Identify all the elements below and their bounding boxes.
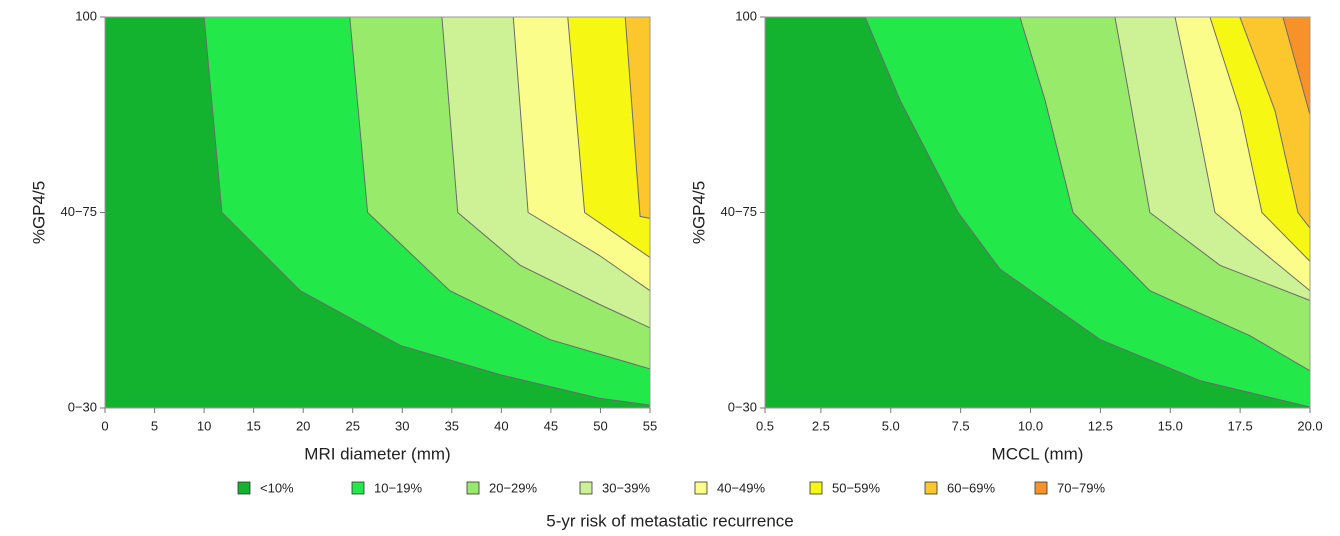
x-tick-label: 15 bbox=[246, 418, 260, 433]
y-tick-label: 100 bbox=[735, 8, 757, 23]
legend-title: 5-yr risk of metastatic recurrence bbox=[546, 511, 794, 530]
contour-line bbox=[203, 16, 651, 406]
x-tick-label: 0 bbox=[101, 418, 108, 433]
contour-line bbox=[349, 16, 651, 370]
contour-line bbox=[624, 16, 651, 219]
y-axis-title: %GP4/5 bbox=[29, 181, 48, 244]
y-tick-label: 40−75 bbox=[720, 204, 757, 219]
x-tick-label: 30 bbox=[395, 418, 409, 433]
x-tick-label: 55 bbox=[643, 418, 657, 433]
contour-line bbox=[567, 16, 651, 258]
contour-line bbox=[864, 16, 1311, 408]
legend-label: 70−79% bbox=[1057, 480, 1106, 495]
legend-swatch bbox=[694, 481, 708, 495]
x-tick-label: 35 bbox=[445, 418, 459, 433]
legend-label: 20−29% bbox=[489, 480, 538, 495]
contour-line bbox=[1114, 16, 1311, 301]
legend-swatch bbox=[351, 481, 365, 495]
legend-label: <10% bbox=[260, 480, 294, 495]
x-tick-label: 25 bbox=[345, 418, 359, 433]
contour-line bbox=[1282, 16, 1311, 115]
legend-label: 10−19% bbox=[374, 480, 423, 495]
x-tick-label: 0.5 bbox=[756, 418, 774, 433]
legend-swatch bbox=[237, 481, 251, 495]
x-tick-label: 20 bbox=[296, 418, 310, 433]
contour-line bbox=[441, 16, 651, 329]
x-tick-label: 45 bbox=[544, 418, 558, 433]
contour-line bbox=[512, 16, 651, 292]
contour-line bbox=[1209, 16, 1311, 262]
y-axis-title: %GP4/5 bbox=[689, 181, 708, 244]
x-tick-label: 5.0 bbox=[882, 418, 900, 433]
x-tick-label: 5 bbox=[151, 418, 158, 433]
contour-fill bbox=[105, 17, 650, 408]
x-tick-label: 50 bbox=[593, 418, 607, 433]
x-tick-label: 17.5 bbox=[1227, 418, 1252, 433]
legend-swatch bbox=[1034, 481, 1048, 495]
x-tick-label: 12.5 bbox=[1088, 418, 1113, 433]
contour-line bbox=[1239, 16, 1311, 229]
legend-label: 50−59% bbox=[832, 480, 881, 495]
legend-swatch bbox=[924, 481, 938, 495]
x-tick-label: 40 bbox=[494, 418, 508, 433]
y-tick-label: 0−30 bbox=[68, 399, 97, 414]
x-axis-title: MRI diameter (mm) bbox=[304, 444, 450, 463]
y-tick-label: 100 bbox=[75, 8, 97, 23]
x-tick-label: 10.0 bbox=[1018, 418, 1043, 433]
legend-swatch bbox=[466, 481, 480, 495]
x-tick-label: 20.0 bbox=[1297, 418, 1322, 433]
x-tick-label: 15.0 bbox=[1158, 418, 1183, 433]
x-tick-label: 7.5 bbox=[952, 418, 970, 433]
contour-fill bbox=[765, 17, 1310, 408]
x-tick-label: 2.5 bbox=[812, 418, 830, 433]
legend-label: 30−39% bbox=[602, 480, 651, 495]
y-tick-label: 40−75 bbox=[60, 204, 97, 219]
legend-swatch bbox=[809, 481, 823, 495]
x-tick-label: 10 bbox=[197, 418, 211, 433]
legend-swatch bbox=[579, 481, 593, 495]
y-tick-label: 0−30 bbox=[728, 399, 757, 414]
legend-label: 60−69% bbox=[947, 480, 996, 495]
contour-line bbox=[1019, 16, 1311, 372]
contour-line bbox=[1174, 16, 1311, 292]
x-axis-title: MCCL (mm) bbox=[992, 444, 1084, 463]
legend-label: 40−49% bbox=[717, 480, 766, 495]
